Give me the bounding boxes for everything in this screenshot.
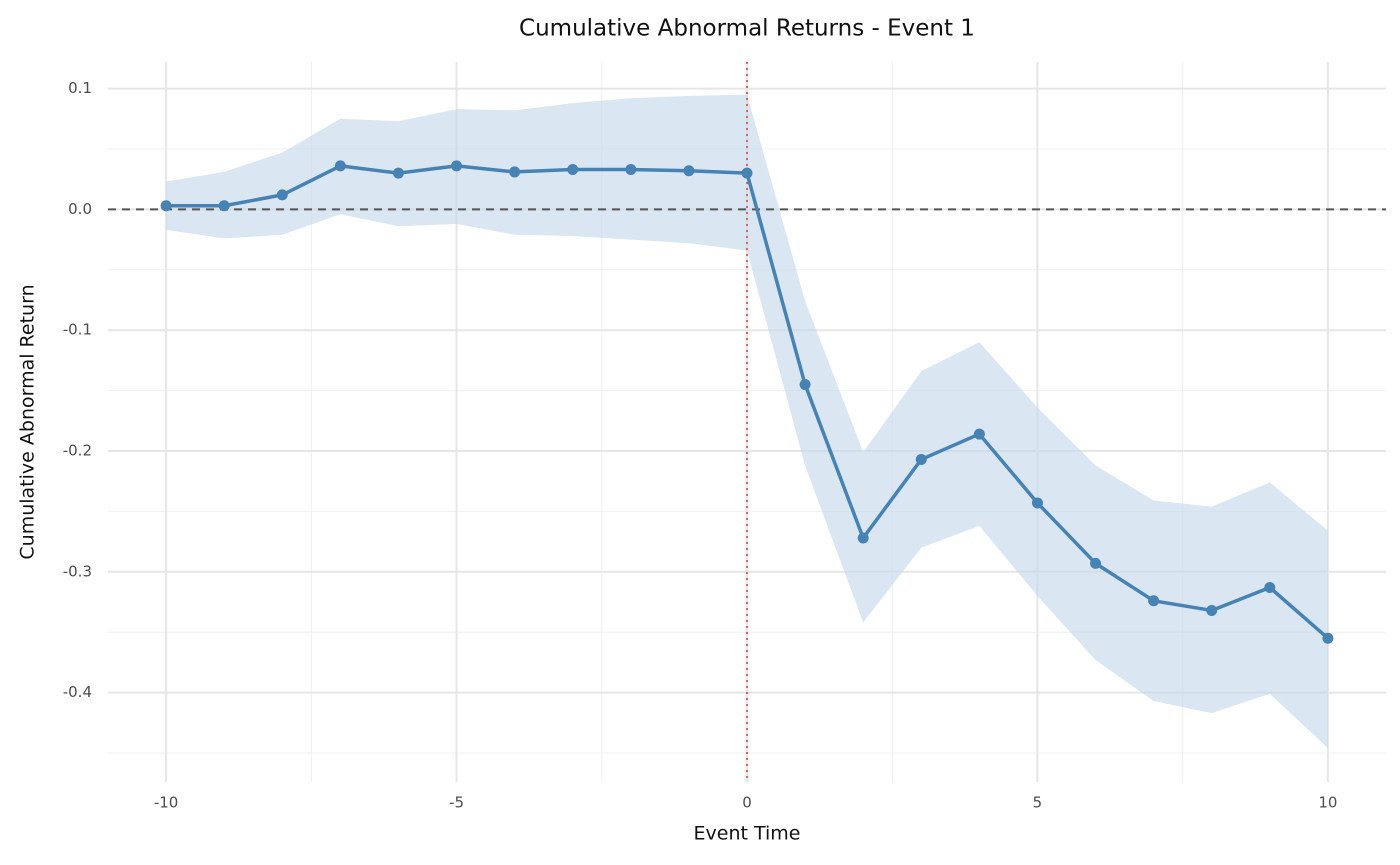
point [509,166,521,178]
y-tick-label: 0.1 [68,79,92,97]
point [160,200,172,212]
point [451,160,463,172]
y-tick-label: -0.3 [63,562,92,580]
x-axis-label: Event Time [694,823,801,845]
point [1206,604,1218,616]
point [741,167,753,179]
point [683,165,695,177]
point [218,200,230,212]
x-tick-label: -10 [154,794,179,812]
point [1031,497,1043,509]
point [1148,595,1160,607]
point [915,453,927,465]
point [1322,632,1334,644]
point [625,164,637,176]
point [567,164,579,176]
x-tick-label: -5 [449,794,464,812]
y-tick-label: 0.0 [68,200,92,218]
point [973,428,985,440]
confidence-band [166,94,1328,749]
chart-title: Cumulative Abnormal Returns - Event 1 [519,16,975,42]
point [334,160,346,172]
x-tick-label: 0 [742,794,752,812]
y-axis-label: Cumulative Abnormal Return [17,284,39,559]
x-tick-label: 10 [1318,794,1337,812]
point [1264,582,1276,594]
y-tick-label: -0.4 [63,683,92,701]
x-tick-label: 5 [1033,794,1043,812]
point [276,189,288,201]
point [1090,557,1102,569]
y-tick-label: -0.1 [63,321,92,339]
point [857,532,869,544]
point [392,167,404,179]
point [799,379,811,391]
y-tick-label: -0.2 [63,441,92,459]
